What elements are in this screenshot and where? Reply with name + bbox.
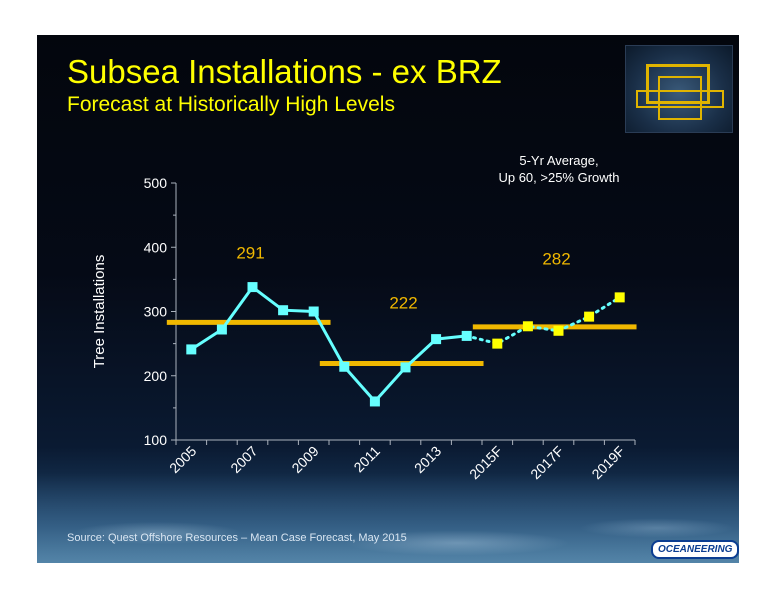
forecast-marker	[584, 311, 595, 322]
historical-marker	[369, 396, 380, 407]
historical-line	[190, 284, 467, 404]
x-tick-label: 2005	[166, 443, 199, 476]
forecast-line	[465, 295, 622, 346]
slide-title: Subsea Installations - ex BRZ	[67, 53, 502, 90]
historical-marker	[400, 362, 411, 373]
source-note: Source: Quest Offshore Resources – Mean …	[67, 532, 407, 544]
y-tick-label: 500	[144, 175, 168, 191]
subsea-equipment-image	[625, 45, 733, 133]
y-tick-label: 400	[144, 239, 168, 255]
forecast-marker	[492, 338, 503, 349]
x-tick-label: 2009	[288, 443, 321, 476]
x-tick-label: 2017F	[527, 443, 566, 482]
historical-marker	[247, 282, 258, 293]
x-tick-label: 2013	[411, 443, 444, 476]
historical-marker	[339, 361, 350, 372]
annotation-line: 5-Yr Average,	[519, 153, 598, 168]
y-tick-label: 300	[144, 304, 168, 320]
average-label: 291	[236, 244, 264, 263]
average-label: 282	[542, 249, 570, 268]
tree-installations-chart: 100 200 300 400 500 2005 2007 2009 2011 2013 2015F…	[91, 153, 637, 482]
y-tick-label: 200	[144, 368, 168, 384]
forecast-marker	[522, 321, 533, 332]
historical-marker	[308, 306, 319, 317]
slide-subtitle: Forecast at Historically High Levels	[67, 93, 395, 116]
y-axis-label: Tree Installations	[91, 255, 108, 369]
annotation-line: Up 60, >25% Growth	[498, 170, 619, 185]
x-tick-label: 2015F	[466, 443, 505, 482]
historical-marker	[278, 305, 289, 316]
seafloor-background	[37, 473, 739, 563]
historical-marker	[431, 334, 442, 345]
historical-marker	[216, 324, 227, 335]
x-tick-label: 2007	[227, 443, 260, 476]
historical-marker	[186, 344, 197, 355]
forecast-marker	[553, 325, 564, 336]
slide: Subsea Installations - ex BRZ Forecast a…	[37, 35, 739, 563]
y-tick-label: 100	[144, 432, 168, 448]
x-tick-label: 2011	[350, 443, 383, 476]
forecast-marker	[614, 292, 625, 303]
average-label: 222	[389, 294, 417, 313]
oceaneering-logo: OCEANEERING	[651, 540, 739, 559]
x-tick-label: 2019F	[588, 443, 627, 482]
